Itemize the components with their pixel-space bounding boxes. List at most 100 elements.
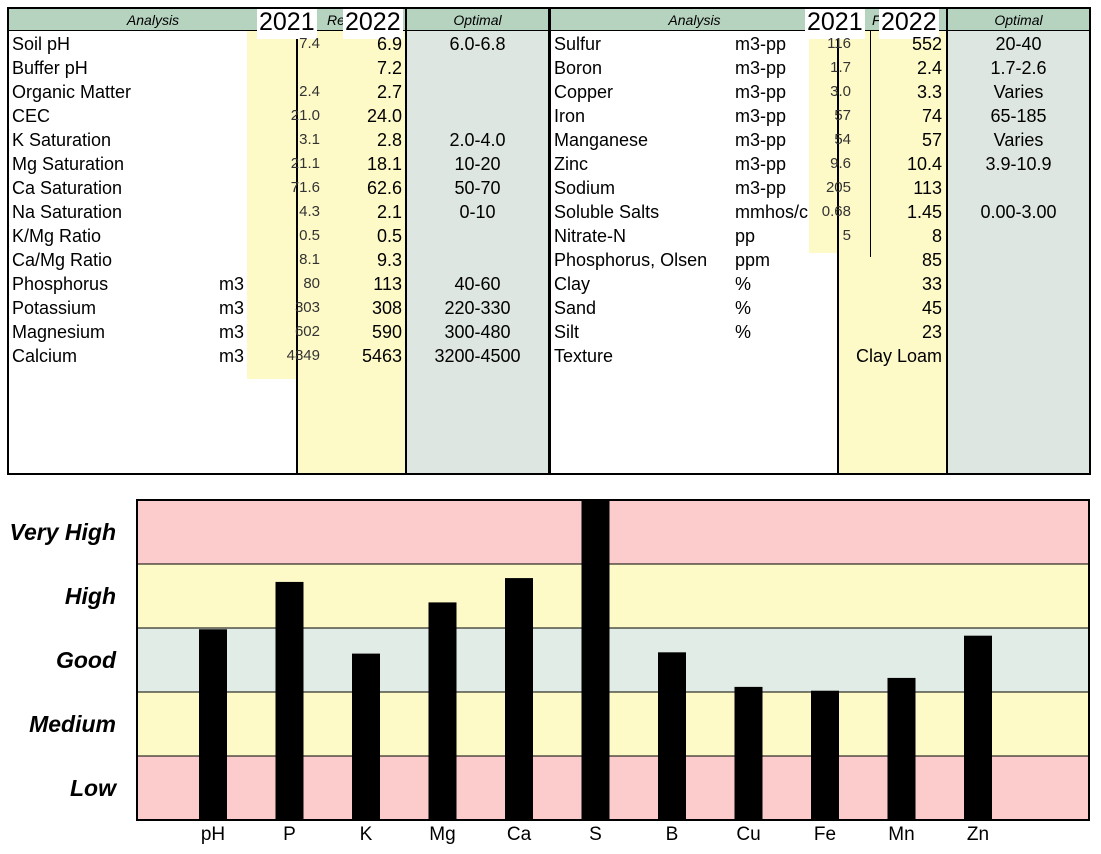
optimal-range: 6.0-6.8 bbox=[449, 34, 506, 54]
year-2021-overlay bbox=[247, 31, 321, 379]
analysis-unit: m3-pp bbox=[735, 130, 787, 150]
value-2021: 3.1 bbox=[299, 131, 320, 148]
table-row: CEC 21.0 24.0 bbox=[9, 104, 548, 128]
optimal-range: 1.7-2.6 bbox=[990, 58, 1047, 78]
value-2021: 2.4 bbox=[299, 83, 320, 100]
soil-level-bar-chart: Low Medium Good High Very High pH P K Mg Ca S B Cu F… bbox=[9, 499, 1090, 845]
x-category-label: Mn bbox=[888, 824, 914, 845]
column-divider bbox=[405, 9, 407, 473]
value-2021: 8.1 bbox=[299, 251, 320, 268]
analysis-name: Phosphorus bbox=[12, 274, 109, 294]
value-2021: 0.68 bbox=[821, 203, 851, 220]
bar-zn bbox=[964, 635, 992, 820]
optimal-range: 20-40 bbox=[995, 34, 1042, 54]
column-divider bbox=[296, 9, 298, 473]
soil-report-right-table: Analysis F Optimal 2021 2022 Sulfur m3-pp… bbox=[549, 7, 1091, 475]
bar-ca bbox=[505, 578, 533, 820]
optimal-range: 0-10 bbox=[459, 202, 496, 222]
value-2022: 2.7 bbox=[376, 82, 402, 102]
value-2022: 57 bbox=[921, 130, 942, 150]
column-divider bbox=[946, 9, 948, 473]
bar-b bbox=[658, 652, 686, 820]
value-2021: 21.1 bbox=[290, 155, 320, 172]
y-level-label: Good bbox=[56, 647, 117, 673]
analysis-name: Soluble Salts bbox=[554, 202, 660, 222]
bar-mg bbox=[428, 602, 457, 820]
analysis-name: K Saturation bbox=[12, 130, 112, 150]
value-2021: 54 bbox=[834, 131, 851, 148]
soil-report-left-table: Analysis Re Optimal 2021 2022 Soil pH 7.4… bbox=[7, 7, 550, 475]
analysis-unit: % bbox=[735, 322, 752, 342]
optimal-range: 3.9-10.9 bbox=[985, 154, 1052, 174]
table-row: Calcium m3 4849 5463 3200-4500 bbox=[9, 344, 548, 368]
value-2022: 62.6 bbox=[366, 178, 402, 198]
analysis-name: Nitrate-N bbox=[554, 226, 627, 246]
value-2022: 552 bbox=[911, 34, 942, 54]
value-2022: Clay Loam bbox=[855, 346, 942, 366]
analysis-name: Zinc bbox=[554, 154, 589, 174]
optimal-range: 220-330 bbox=[444, 298, 511, 318]
value-2021: 57 bbox=[834, 107, 851, 124]
value-2021: 71.6 bbox=[290, 179, 320, 196]
value-2022: 23 bbox=[921, 322, 942, 342]
value-2022: 0.5 bbox=[376, 226, 402, 246]
analysis-unit: m3-pp bbox=[735, 154, 787, 174]
value-2022: 45 bbox=[921, 298, 942, 318]
header-analysis: Analysis bbox=[551, 9, 838, 31]
table-row: Silt% 23 bbox=[551, 320, 1089, 344]
year-2022-label: 2022 bbox=[879, 9, 939, 39]
analysis-name: Texture bbox=[554, 346, 614, 366]
value-2022: 1.45 bbox=[906, 202, 942, 222]
analysis-unit: m3 bbox=[219, 346, 245, 366]
analysis-name: Phosphorus, Olsen bbox=[554, 250, 708, 270]
analysis-name: Organic Matter bbox=[12, 82, 132, 102]
x-category-label: S bbox=[589, 824, 602, 845]
value-2022: 2.1 bbox=[376, 202, 402, 222]
y-level-label: Very High bbox=[9, 519, 116, 545]
table-row: Sodium m3-pp 205 113 bbox=[551, 176, 1089, 200]
analysis-unit: % bbox=[735, 274, 752, 294]
value-2022: 7.2 bbox=[376, 58, 402, 78]
column-divider bbox=[837, 9, 839, 473]
analysis-name: Sulfur bbox=[554, 34, 602, 54]
table-row: Soil pH 7.4 6.9 6.0-6.8 bbox=[9, 32, 548, 56]
analysis-name: Buffer pH bbox=[12, 58, 88, 78]
optimal-range: Varies bbox=[993, 82, 1044, 102]
value-2022: 10.4 bbox=[906, 154, 942, 174]
table-row: K/Mg Ratio 0.5 0.5 bbox=[9, 224, 548, 248]
value-2021: 205 bbox=[825, 179, 851, 196]
table-row: Soluble Salts mmhos/c 0.68 1.45 0.00-3.00 bbox=[551, 200, 1089, 224]
table-row: Clay% 33 bbox=[551, 272, 1089, 296]
x-category-label: Mg bbox=[429, 824, 455, 845]
analysis-unit: mmhos/c bbox=[735, 202, 809, 222]
value-2022: 74 bbox=[921, 106, 942, 126]
table-row: Sand% 45 bbox=[551, 296, 1089, 320]
value-2022: 590 bbox=[371, 322, 402, 342]
year-2021-label: 2021 bbox=[257, 9, 317, 39]
value-2022: 6.9 bbox=[376, 34, 402, 54]
x-category-label: Fe bbox=[814, 824, 836, 845]
value-2021: 602 bbox=[294, 323, 320, 340]
x-category-label: B bbox=[666, 824, 679, 845]
value-2022: 8 bbox=[931, 226, 942, 246]
value-2022: 33 bbox=[921, 274, 942, 294]
table-row: Nitrate-N pp 5 8 bbox=[551, 224, 1089, 248]
value-2021: 80 bbox=[303, 275, 320, 292]
optimal-range: 3200-4500 bbox=[434, 346, 521, 366]
analysis-name: Sodium bbox=[554, 178, 616, 198]
value-2021: 9.6 bbox=[830, 155, 851, 172]
table-row: Mg Saturation 21.1 18.1 10-20 bbox=[9, 152, 548, 176]
value-2021: 4849 bbox=[286, 347, 320, 364]
value-2022: 85 bbox=[921, 250, 942, 270]
bar-s bbox=[581, 500, 610, 820]
x-category-label: P bbox=[283, 824, 296, 845]
value-2021: 7.4 bbox=[299, 35, 320, 52]
header-optimal: Optimal bbox=[948, 9, 1089, 31]
analysis-unit: ppm bbox=[735, 250, 771, 270]
bar-k bbox=[352, 653, 380, 820]
analysis-name: Clay bbox=[554, 274, 591, 294]
analysis-name: Copper bbox=[554, 82, 614, 102]
optimal-range: 50-70 bbox=[454, 178, 501, 198]
optimal-range: 10-20 bbox=[454, 154, 501, 174]
optimal-column-bg bbox=[405, 9, 548, 473]
